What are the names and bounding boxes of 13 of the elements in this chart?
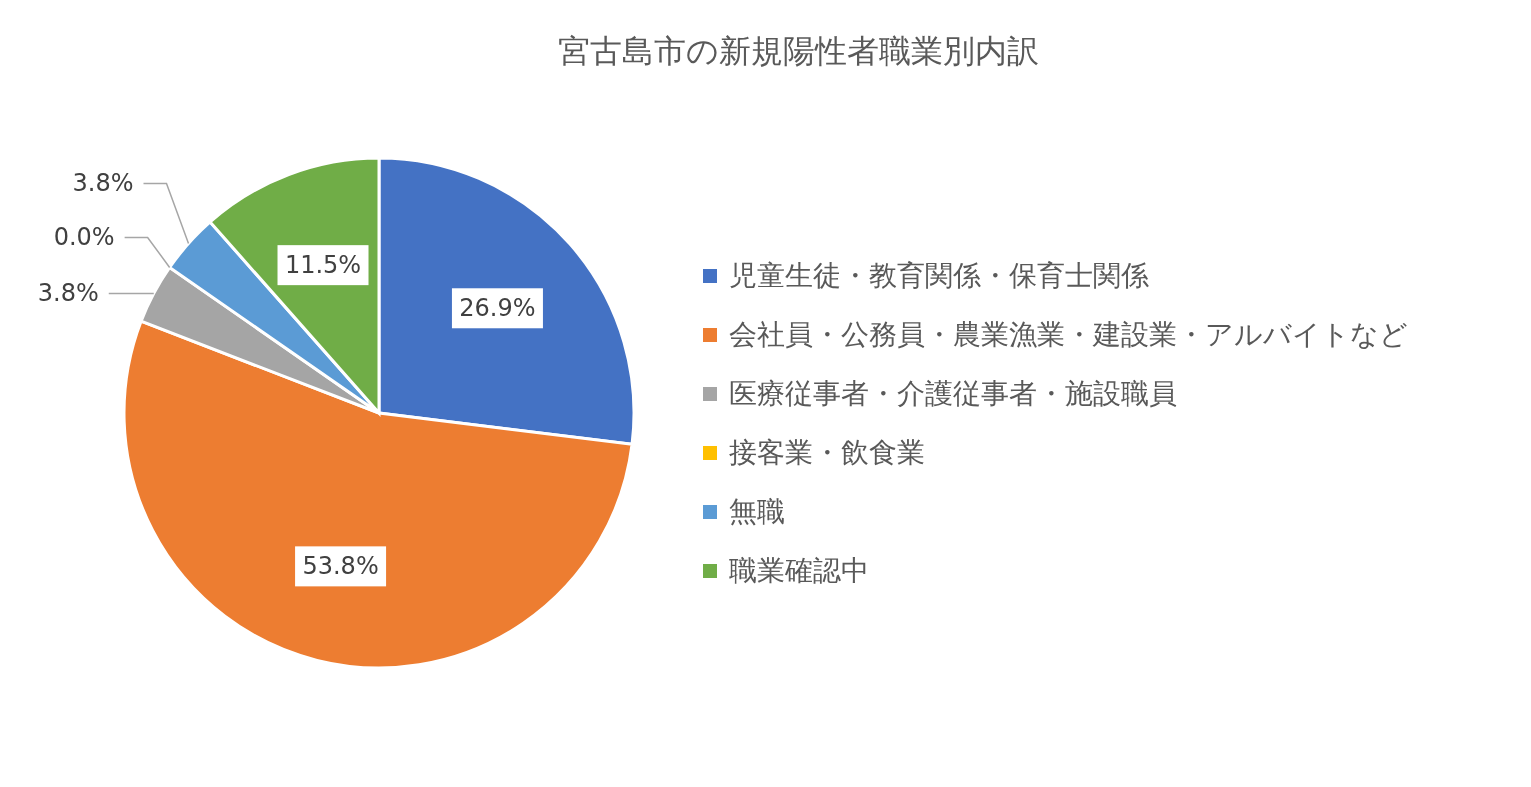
data-label: 26.9%: [459, 294, 536, 323]
legend-label: 職業確認中: [729, 552, 869, 589]
legend-label: 児童生徒・教育関係・保育士関係: [729, 257, 1149, 294]
data-label: 3.8%: [72, 169, 134, 198]
data-label: 3.8%: [37, 279, 99, 308]
text: 0.0%: [53, 223, 115, 252]
legend-label: 医療従事者・介護従事者・施設職員: [729, 375, 1177, 412]
legend-label: 接客業・飲食業: [729, 434, 925, 471]
data-label: 53.8%: [302, 552, 379, 581]
legend-label: 会社員・公務員・農業漁業・建設業・アルバイトなど: [729, 316, 1408, 353]
legend-label: 無職: [729, 493, 785, 530]
data-label: 11.5%: [284, 251, 362, 280]
chart-title: 宮古島市の新規陽性者職業別内訳: [556, 31, 1040, 72]
